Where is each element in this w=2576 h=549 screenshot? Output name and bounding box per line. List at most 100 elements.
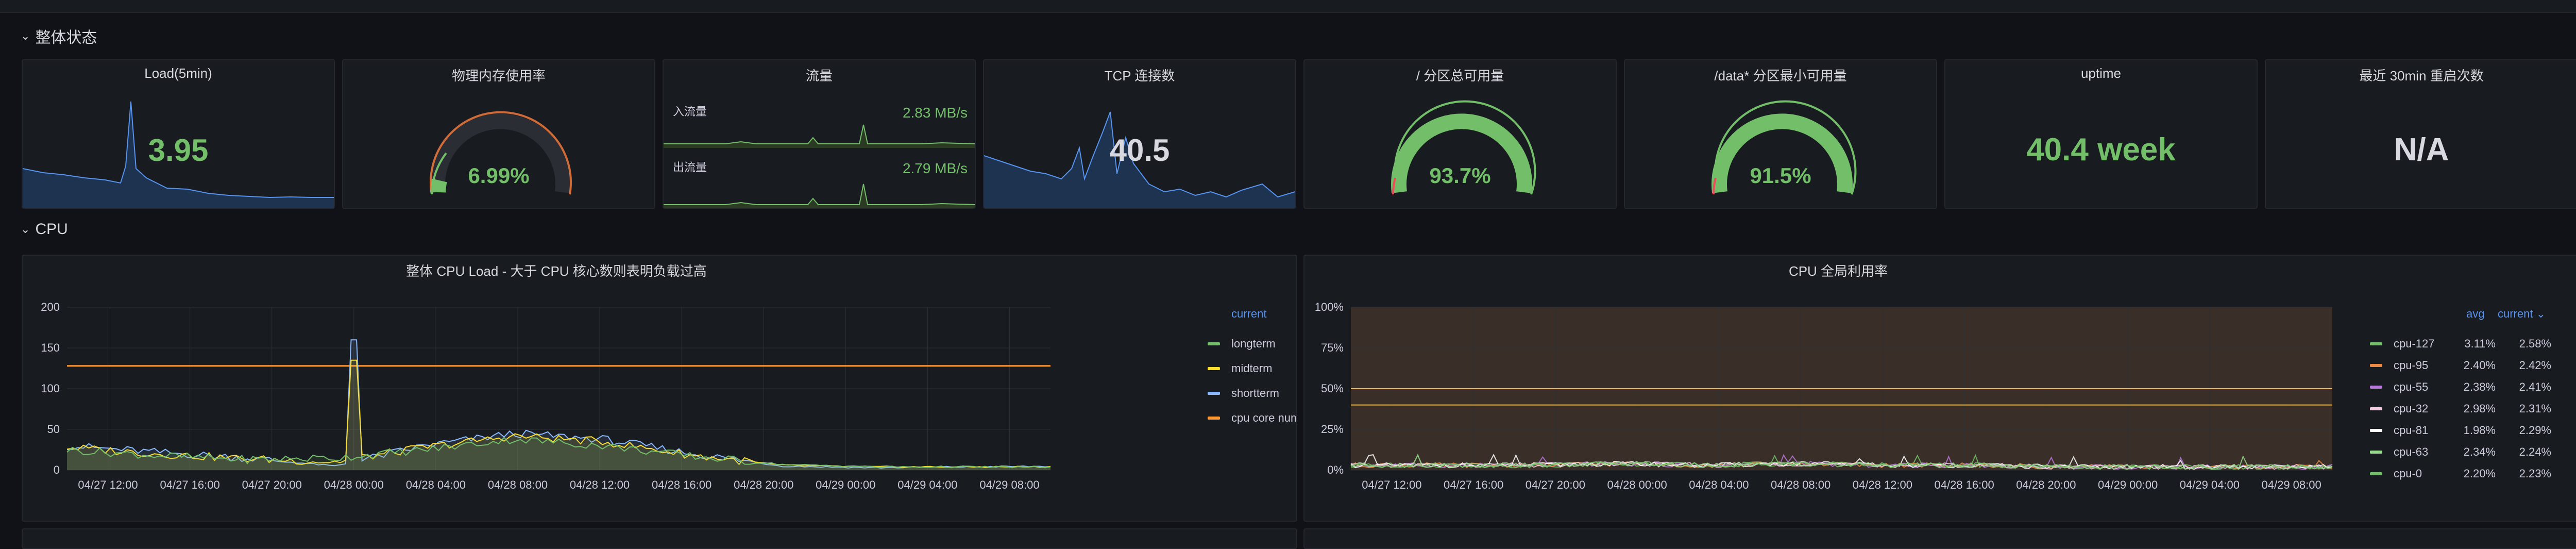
y-tick-label: 50% (1321, 382, 1344, 395)
legend-header-current[interactable]: current (1231, 307, 1267, 320)
legend-name: cpu-0 (2394, 467, 2422, 480)
legend-item[interactable]: cpu-95 2.40% 2.42% (2370, 355, 2551, 376)
y-tick-label: 0% (1327, 463, 1344, 476)
top-strip (0, 0, 2576, 13)
x-tick-label: 04/29 04:00 (897, 478, 957, 491)
legend-name: cpu core number (1231, 411, 1296, 424)
panel-cpu-load[interactable]: 整体 CPU Load - 大于 CPU 核心数则表明负载过高 0 50 100 15… (22, 255, 1297, 522)
legend-avg: 2.98% (2463, 402, 2496, 415)
legend-header-current[interactable]: current ⌄ (2498, 307, 2546, 320)
row-title: CPU (35, 221, 68, 238)
legend-item[interactable]: cpu-0 2.20% 2.23% (2370, 463, 2551, 485)
x-tick-label: 04/29 00:00 (816, 478, 875, 491)
panel-title: / 分区总可用量 (1416, 68, 1504, 84)
root-free-gauge (1391, 100, 1536, 195)
legend-name: cpu-127 (2394, 337, 2435, 350)
panel-data-free[interactable]: /data* 分区最小可用量 91.5% (1624, 59, 1937, 209)
panel-title: 最近 30min 重启次数 (2359, 68, 2484, 84)
x-tick-label: 04/28 12:00 (570, 478, 630, 491)
x-tick-label: 04/28 00:00 (324, 478, 384, 491)
legend-avg: 2.40% (2463, 359, 2496, 372)
legend-item[interactable]: shortterm4.67 (1208, 382, 1296, 404)
legend-current: 2.24% (2519, 445, 2551, 458)
panel-traffic[interactable]: 流量 入流量 2.83 MB/s 出流量 2.79 MB/s (663, 59, 976, 209)
root-free-value: 93.7% (1429, 163, 1491, 188)
panel-cpu-util[interactable]: CPU 全局利用率 0% 25% 50% 75% 100% 04/27 12:00 04/2… (1303, 255, 2576, 522)
legend-swatch (2370, 364, 2382, 367)
legend-item[interactable]: cpu-63 2.34% 2.24% (2370, 441, 2551, 463)
legend-item[interactable]: cpu-81 1.98% 2.29% (2370, 420, 2551, 441)
row-title: 整体状态 (35, 29, 97, 46)
legend-avg: 3.11% (2464, 337, 2496, 350)
legend-swatch (2370, 407, 2382, 410)
chevron-down-icon: ⌄ (21, 29, 30, 42)
memory-value: 6.99% (468, 163, 530, 188)
memory-gauge (430, 111, 572, 195)
traffic-in-sparkline (664, 124, 975, 148)
legend-header-avg[interactable]: avg (2466, 307, 2485, 320)
x-tick-label: 04/29 08:00 (979, 478, 1039, 491)
tcp-value: 40.5 (1109, 133, 1170, 168)
traffic-in-value: 2.83 MB/s (902, 105, 968, 121)
legend-swatch (1208, 392, 1220, 395)
legend-name: cpu-95 (2394, 359, 2429, 372)
traffic-out-label: 出流量 (673, 161, 707, 174)
legend-current: 2.23% (2519, 467, 2551, 480)
panel-tcp[interactable]: TCP 连接数 40.5 (983, 59, 1296, 209)
row-header-cpu[interactable]: ⌄ CPU (21, 221, 68, 238)
legend-item[interactable]: cpu-32 2.98% 2.31% (2370, 398, 2551, 420)
x-tick-label: 04/28 16:00 (1935, 478, 1994, 491)
load-value: 3.95 (148, 133, 209, 168)
panel-next-right (1303, 528, 2576, 549)
traffic-out-sparkline (664, 184, 975, 208)
legend-name: cpu-32 (2394, 402, 2429, 415)
panel-title: TCP 连接数 (1104, 68, 1175, 84)
legend-item[interactable]: midterm4.01 (1208, 358, 1296, 379)
x-tick-label: 04/27 16:00 (1444, 478, 1503, 491)
y-tick-label: 100% (1315, 301, 1344, 313)
panel-root-free[interactable]: / 分区总可用量 93.7% (1303, 59, 1617, 209)
legend-avg: 2.38% (2463, 380, 2496, 393)
legend-item[interactable]: cpu-127 3.11% 2.58% (2370, 333, 2551, 355)
row-header-overview[interactable]: ⌄ 整体状态 (21, 25, 97, 47)
series-line-longterm (66, 436, 1051, 469)
x-tick-label: 04/28 08:00 (488, 478, 548, 491)
legend-name: cpu-63 (2394, 445, 2429, 458)
panel-title: 流量 (805, 68, 833, 84)
panel-load[interactable]: Load(5min) 3.95 (22, 59, 335, 209)
traffic-in-label: 入流量 (673, 105, 707, 118)
legend-item[interactable]: cpu core number128.00 (1208, 407, 1296, 429)
series-line-cpu-0 (1350, 453, 2333, 470)
x-tick-label: 04/28 20:00 (2016, 478, 2076, 491)
legend-swatch (2370, 342, 2382, 345)
x-tick-label: 04/28 20:00 (734, 478, 793, 491)
panel-memory[interactable]: 物理内存使用率 6.99% (342, 59, 655, 209)
panel-title: /data* 分区最小可用量 (1714, 68, 1847, 84)
x-tick-label: 04/29 00:00 (2098, 478, 2158, 491)
panel-uptime[interactable]: uptime 40.4 week (1944, 59, 2258, 209)
x-tick-label: 04/28 08:00 (1771, 478, 1831, 491)
legend-avg: 2.34% (2463, 445, 2496, 458)
legend-avg: 2.20% (2463, 467, 2496, 480)
x-tick-label: 04/27 12:00 (78, 478, 138, 491)
x-tick-label: 04/27 12:00 (1362, 478, 1421, 491)
legend-current: 2.29% (2519, 424, 2551, 437)
panel-title: 整体 CPU Load - 大于 CPU 核心数则表明负载过高 (406, 263, 707, 279)
x-tick-label: 04/29 08:00 (2262, 478, 2321, 491)
x-tick-label: 04/27 20:00 (1526, 478, 1585, 491)
load-sparkline (23, 101, 334, 208)
panel-restarts[interactable]: 最近 30min 重启次数 N/A (2265, 59, 2576, 209)
series-line-cpu-32 (1350, 461, 2333, 470)
data-free-value: 91.5% (1750, 163, 1811, 188)
y-tick-label: 200 (41, 301, 60, 313)
legend-item[interactable]: cpu-55 2.38% 2.41% (2370, 376, 2551, 398)
y-tick-label: 100 (41, 382, 60, 395)
chevron-down-icon: ⌄ (21, 223, 30, 236)
series-line-cpu-63 (1350, 455, 2333, 470)
legend-item[interactable]: longterm3.65 (1208, 333, 1296, 355)
x-tick-label: 04/28 04:00 (1689, 478, 1749, 491)
y-tick-label: 75% (1321, 341, 1344, 354)
series-area-longterm (67, 437, 1050, 470)
panel-title: 物理内存使用率 (451, 68, 546, 84)
legend-name: shortterm (1231, 387, 1279, 400)
